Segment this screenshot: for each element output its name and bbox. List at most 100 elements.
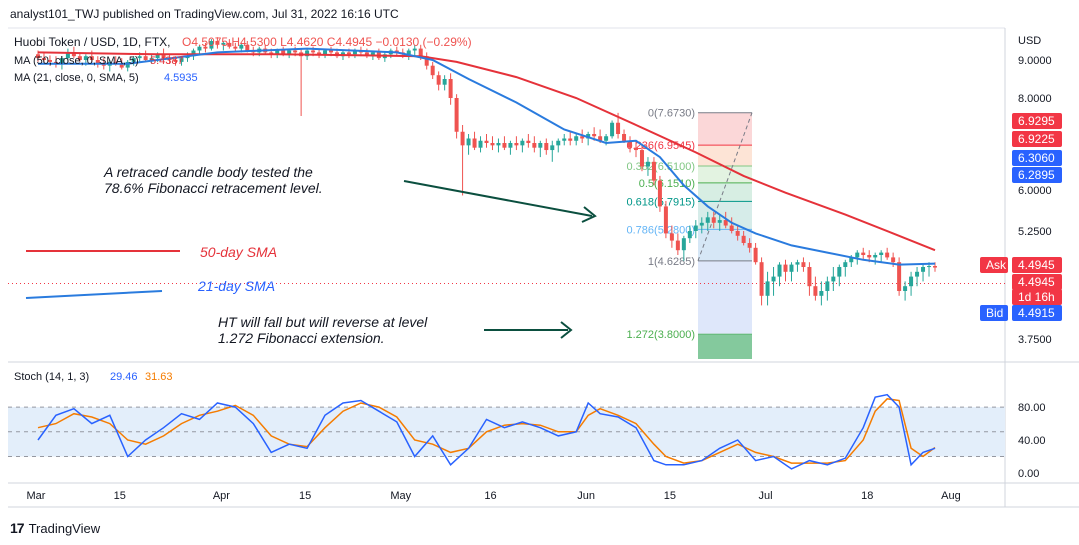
candle-body — [442, 79, 447, 85]
candle-body — [759, 262, 764, 296]
candle-body — [879, 252, 884, 255]
candle-body — [909, 276, 914, 287]
publisher-bar: analyst101_TWJ published on TradingView.… — [0, 0, 1079, 28]
candle-body — [861, 252, 866, 255]
candle-body — [514, 143, 519, 146]
candle-body — [532, 143, 537, 148]
candle-body — [526, 140, 531, 143]
candle-body — [687, 231, 692, 239]
candle-body — [657, 180, 662, 207]
candle-body — [179, 58, 184, 62]
candle-body — [41, 58, 46, 60]
price-tag-label: 6.2895 — [1018, 168, 1055, 182]
price-tick-label: 5.2500 — [1018, 226, 1052, 238]
candle-body — [418, 48, 423, 57]
candle-body — [604, 136, 609, 141]
candle-body — [484, 140, 489, 143]
candle-body — [275, 50, 280, 55]
legend-ma21-value: 4.5935 — [164, 72, 198, 84]
price-tag-label: 4.4945 — [1018, 275, 1055, 289]
fib-trend-line — [697, 112, 753, 262]
candle-body — [59, 58, 64, 64]
fib-extension-zone — [698, 334, 752, 359]
candle-body — [645, 161, 650, 167]
price-tag-bg — [980, 257, 1008, 273]
fib-level-label: 1.272(3.8000) — [627, 329, 696, 341]
candle-body — [795, 262, 800, 265]
candle-body — [370, 52, 375, 57]
candle-body — [131, 58, 136, 62]
candle-body — [478, 140, 483, 148]
candle-body — [197, 46, 202, 51]
candle-body — [819, 291, 824, 296]
tradingview-logo[interactable]: 17 TradingView — [10, 520, 101, 536]
candle-body — [556, 140, 561, 146]
candle-body — [406, 50, 411, 55]
candle-body — [77, 56, 82, 60]
candle-body — [550, 145, 555, 151]
price-tag-label: Ask — [986, 258, 1007, 272]
candle-body — [346, 52, 351, 55]
candle-body — [634, 147, 638, 151]
candle-body — [203, 46, 208, 49]
price-tag-bg — [1012, 257, 1062, 273]
fib-zone — [698, 182, 752, 202]
legend-sma21-swatch — [25, 290, 163, 299]
candle-body — [221, 42, 226, 45]
candle-body — [741, 235, 746, 243]
candle-body — [155, 54, 160, 59]
candle-body — [849, 257, 854, 263]
annotation-arrowhead-2 — [560, 321, 573, 339]
candle-body — [95, 60, 100, 64]
candle-body — [293, 50, 298, 53]
candle-body — [502, 143, 507, 148]
candle-body — [412, 48, 417, 51]
candle-body — [753, 247, 758, 263]
candle-body — [610, 122, 615, 137]
candle-body — [568, 138, 573, 141]
time-tick-label: 18 — [861, 490, 873, 502]
candle-body — [544, 143, 549, 151]
sma50-line — [37, 51, 936, 252]
fib-level-label: 0(7.6730) — [648, 108, 695, 120]
price-tag-label: 6.9225 — [1018, 132, 1055, 146]
candle-body — [628, 140, 633, 148]
candle-body — [663, 206, 668, 234]
candle-body — [287, 50, 292, 55]
candle-body — [329, 50, 334, 53]
annotation-sma50: 50-day SMA — [200, 244, 277, 260]
candle-body — [765, 281, 770, 296]
price-tick-label: 3.7500 — [1018, 334, 1052, 346]
candle-body — [681, 238, 686, 251]
candle-body — [137, 56, 142, 59]
time-tick-label: 15 — [664, 490, 676, 502]
candle-body — [723, 220, 728, 226]
candle-body — [173, 60, 178, 62]
candle-body — [149, 58, 154, 60]
candle-body — [472, 138, 477, 148]
candle-body — [669, 233, 674, 241]
candle-body — [574, 136, 579, 141]
candle-body — [580, 136, 585, 139]
candle-body — [651, 161, 656, 181]
candle-body — [317, 52, 322, 55]
price-tag-bg — [1012, 131, 1062, 147]
fib-zone — [698, 112, 752, 146]
candle-body — [675, 240, 680, 251]
candle-body — [903, 286, 908, 291]
time-tick-label: Jul — [759, 490, 773, 502]
price-tag-label: 4.4915 — [1018, 306, 1055, 320]
candle-body — [777, 264, 782, 277]
annotation-retrace-2: 78.6% Fibonacci retracement level. — [104, 180, 323, 196]
candle-body — [436, 75, 441, 85]
candle-body — [233, 46, 238, 49]
candle-body — [364, 52, 369, 57]
candle-body — [245, 44, 250, 51]
legend-ma50-label: MA (50, close, 0, SMA, 5) — [14, 55, 139, 67]
candle-body — [927, 266, 932, 268]
stoch-k-line — [37, 393, 936, 470]
stoch-tick-label: 40.00 — [1018, 435, 1046, 447]
candle-body — [921, 267, 926, 272]
price-tick-label: 9.0000 — [1018, 55, 1052, 67]
fib-zone — [698, 145, 752, 167]
